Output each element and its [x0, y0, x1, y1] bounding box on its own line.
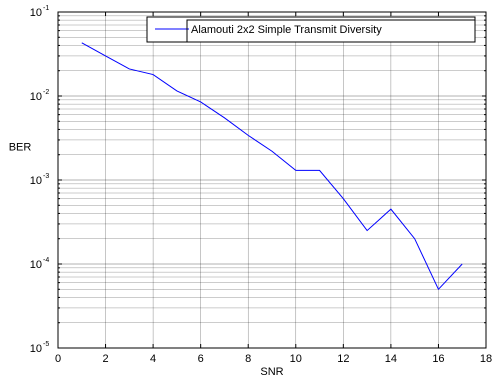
x-axis-label: SNR [260, 366, 283, 378]
x-tick-label: 4 [150, 353, 156, 365]
y-tick-exponent: -1 [43, 5, 49, 12]
series-line [81, 42, 463, 291]
y-tick-label: 10 [30, 259, 42, 271]
y-tick-label: 10 [30, 91, 42, 103]
x-tick-labels: 0 2 4 6 8 10 12 14 16 18 [55, 353, 492, 365]
y-tick-exponent: -4 [43, 257, 49, 264]
x-tick-label: 8 [245, 353, 251, 365]
grid [58, 12, 486, 348]
x-tick-label: 2 [102, 353, 108, 365]
ticks-layer [57, 12, 487, 349]
y-tick-labels: 10-510-410-310-210-1 [30, 5, 50, 355]
x-tick-label: 12 [337, 353, 349, 365]
y-tick-exponent: -2 [43, 89, 49, 96]
x-tick-label: 0 [55, 353, 61, 365]
y-axis-label: BER [9, 141, 32, 153]
legend-entry-label: Alamouti 2x2 Simple Transmit Diversity [191, 24, 382, 36]
y-tick-exponent: -3 [43, 173, 49, 180]
y-tick-label: 10 [30, 175, 42, 187]
x-tick-label: 14 [385, 353, 397, 365]
series-layer [81, 42, 463, 291]
x-tick-label: 16 [432, 353, 444, 365]
y-tick-label: 10 [30, 7, 42, 19]
y-tick-label: 10 [30, 343, 42, 355]
legend-inner-box [186, 19, 476, 43]
legend: Alamouti 2x2 Simple Transmit Diversity [146, 16, 476, 43]
x-tick-label: 10 [290, 353, 302, 365]
x-tick-label: 18 [480, 353, 492, 365]
x-tick-label: 6 [198, 353, 204, 365]
y-tick-exponent: -5 [43, 341, 49, 348]
